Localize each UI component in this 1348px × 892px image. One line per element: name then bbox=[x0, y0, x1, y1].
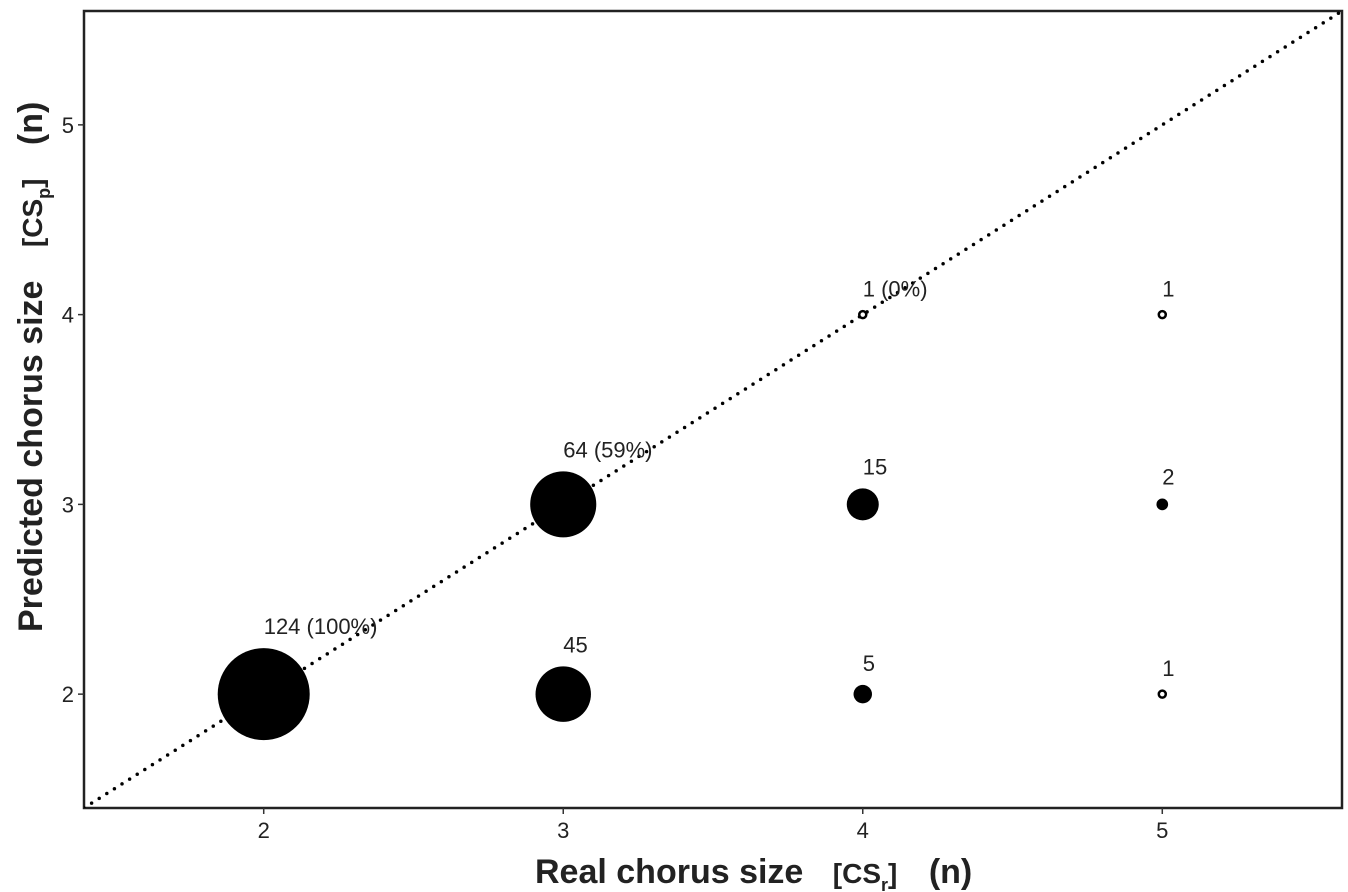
plot-frame bbox=[82, 9, 1344, 810]
point-label-1: 64 (59%) bbox=[563, 437, 652, 462]
point-label-5: 5 bbox=[863, 651, 875, 676]
data-point-1 bbox=[530, 471, 597, 538]
point-label-7: 2 bbox=[1162, 465, 1174, 490]
data-point-0 bbox=[217, 648, 310, 741]
point-label-2: 45 bbox=[563, 632, 587, 657]
data-point-4 bbox=[846, 488, 879, 521]
y-axis-title-text: Predicted chorus size bbox=[12, 281, 50, 632]
x-axis-title: Real chorus size [CSr] (n) bbox=[535, 853, 972, 892]
y-axis-title-subscript: p bbox=[34, 188, 54, 199]
y-axis-title-symbol: [CS bbox=[17, 199, 48, 247]
point-label-3: 1 (0%) bbox=[863, 276, 928, 301]
data-point-7 bbox=[1156, 498, 1169, 511]
y-tick-label-1: 3 bbox=[62, 492, 74, 517]
x-tick-label-0: 2 bbox=[258, 818, 270, 843]
x-axis-title-unit: (n) bbox=[929, 853, 972, 891]
data-point-8 bbox=[1157, 689, 1168, 699]
x-tick-label-1: 3 bbox=[557, 818, 569, 843]
y-tick-label-2: 4 bbox=[62, 303, 74, 328]
x-axis-title-symbol: [CS bbox=[833, 858, 881, 889]
identity-reference-line bbox=[84, 11, 1342, 808]
x-tick-label-3: 5 bbox=[1156, 818, 1168, 843]
data-point-2 bbox=[535, 666, 591, 722]
y-tick-label-3: 5 bbox=[62, 113, 74, 138]
x-axis-title-subscript: r bbox=[881, 875, 888, 892]
y-axis-title-close: ] bbox=[17, 179, 48, 188]
point-label-8: 1 bbox=[1162, 656, 1174, 681]
data-point-3 bbox=[858, 309, 868, 320]
y-axis-title-unit: (n) bbox=[12, 102, 50, 145]
data-point-5 bbox=[853, 684, 872, 704]
x-axis-title-text: Real chorus size bbox=[535, 853, 803, 891]
y-tick-label-0: 2 bbox=[62, 682, 74, 707]
point-label-6: 1 bbox=[1162, 276, 1174, 301]
x-tick-label-2: 4 bbox=[857, 818, 869, 843]
y-axis-title: Predicted chorus size [CSp] (n) bbox=[12, 102, 54, 632]
point-label-0: 124 (100%) bbox=[264, 614, 378, 639]
point-label-4: 15 bbox=[863, 454, 887, 479]
data-point-6 bbox=[1157, 309, 1168, 320]
x-axis-title-close: ] bbox=[888, 858, 897, 889]
